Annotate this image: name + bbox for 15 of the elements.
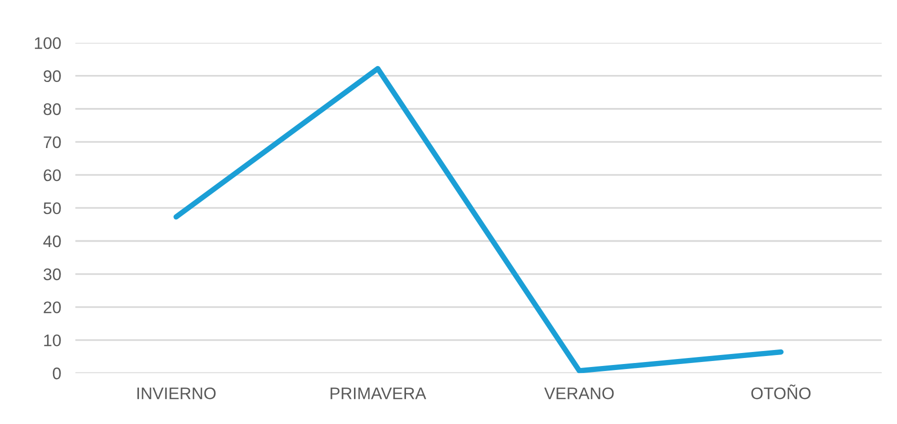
y-tick-label: 30 bbox=[44, 268, 61, 280]
y-tick-label: 0 bbox=[52, 368, 61, 380]
y-tick-label: 90 bbox=[44, 70, 61, 82]
x-tick-label: INVIERNO bbox=[137, 387, 216, 400]
y-tick-label: 70 bbox=[44, 136, 61, 148]
x-tick-label: VERANO bbox=[544, 387, 614, 400]
y-tick-label: 10 bbox=[44, 334, 61, 346]
y-tick-label: 20 bbox=[44, 301, 61, 314]
x-tick-label: PRIMAVERA bbox=[330, 388, 426, 400]
y-tick-label: 100 bbox=[34, 37, 61, 50]
y-tick-label: 40 bbox=[43, 235, 61, 248]
y-tick-label: 60 bbox=[44, 169, 61, 182]
y-tick-label: 50 bbox=[44, 202, 61, 214]
x-tick-label: OTOÑO bbox=[751, 384, 811, 400]
y-tick-label: 80 bbox=[44, 103, 61, 116]
